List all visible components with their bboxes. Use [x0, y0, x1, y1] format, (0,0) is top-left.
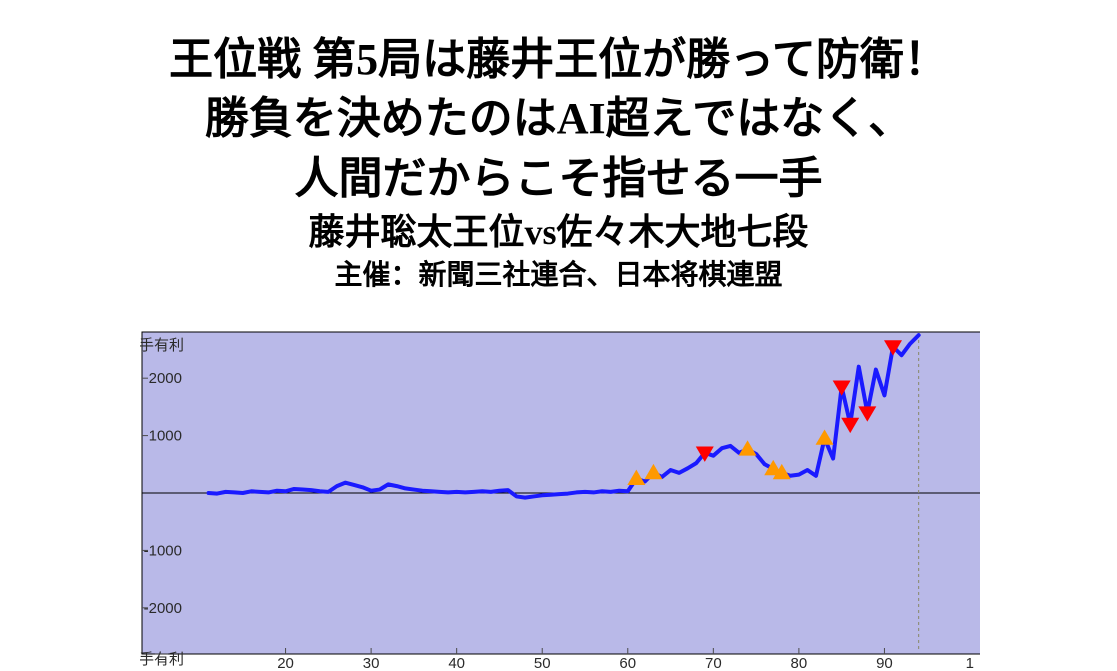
svg-text:40: 40 — [448, 655, 465, 670]
svg-text:60: 60 — [619, 655, 636, 670]
svg-text:50: 50 — [534, 655, 551, 670]
svg-text:1: 1 — [966, 655, 974, 670]
svg-text:70: 70 — [705, 655, 722, 670]
chart-svg: -2000 -1000 1000 2000 先手有利後手有利 20 30 40 50 60 70 80… — [140, 330, 980, 670]
svg-text:20: 20 — [277, 655, 294, 670]
title-line-1: 王位戦 第5局は藤井王位が勝って防衛！ — [0, 30, 1117, 89]
svg-text:先手有利: 先手有利 — [140, 337, 184, 354]
svg-text:2000: 2000 — [149, 370, 182, 387]
svg-text:-1000: -1000 — [144, 542, 182, 559]
title-line-4: 藤井聡太王位vs佐々木大地七段 — [0, 208, 1117, 257]
title-line-2: 勝負を決めたのはAI超えではなく、 — [0, 89, 1117, 148]
title-line-3: 人間だからこそ指せる一手 — [0, 149, 1117, 208]
title-line-5: 主催：新聞三社連合、日本将棋連盟 — [0, 257, 1117, 295]
svg-text:1000: 1000 — [149, 428, 182, 445]
svg-text:30: 30 — [363, 655, 380, 670]
heading-block: 王位戦 第5局は藤井王位が勝って防衛！ 勝負を決めたのはAI超えではなく、 人間… — [0, 0, 1117, 295]
evaluation-chart: -2000 -1000 1000 2000 先手有利後手有利 20 30 40 50 60 70 80… — [140, 330, 980, 670]
svg-text:80: 80 — [791, 655, 808, 670]
svg-text:-2000: -2000 — [144, 600, 182, 617]
svg-text:90: 90 — [876, 655, 893, 670]
svg-text:後手有利: 後手有利 — [140, 651, 184, 668]
